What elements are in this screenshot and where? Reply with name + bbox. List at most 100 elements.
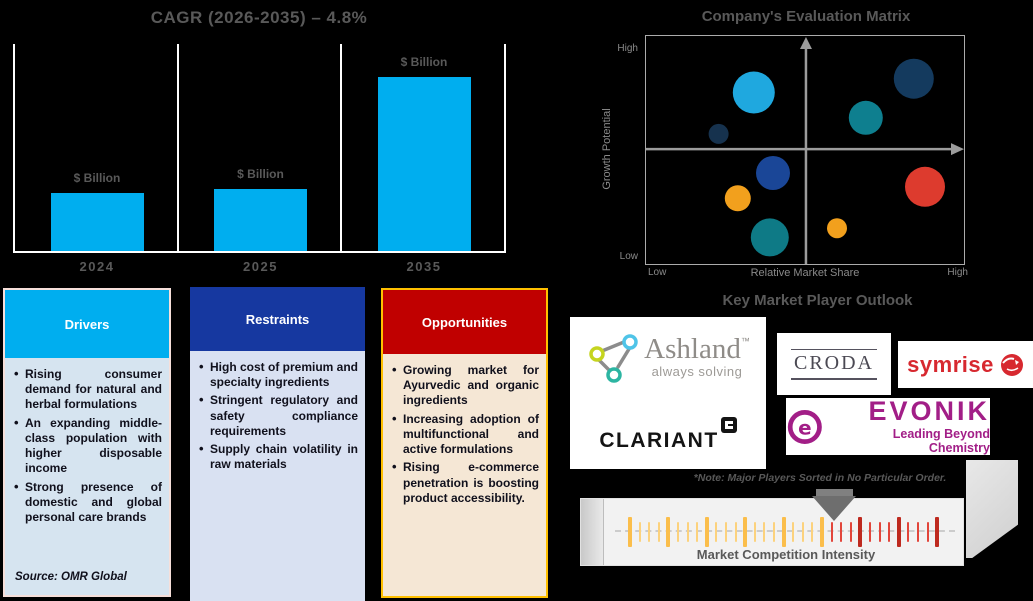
yellow-intensity-tick (820, 517, 824, 547)
restraints-body: High cost of premium and specialty ingre… (190, 351, 365, 473)
ashland-triangle-icon (589, 334, 638, 383)
ashland-tagline: always solving (651, 364, 743, 379)
red-intensity-tick (935, 517, 940, 547)
red-intensity-tick (869, 522, 871, 542)
plot-border (645, 35, 965, 265)
yellow-intensity-tick (753, 522, 756, 542)
drivers-body: Rising consumer demand for natural and h… (5, 358, 169, 525)
x-axis-title: Relative Market Share (750, 267, 860, 279)
opportunities-item: Rising e-commerce penetration is boostin… (392, 459, 539, 506)
evonik-name: EVONIK (868, 396, 990, 426)
company-bubble-5 (756, 156, 790, 190)
yellow-intensity-tick (628, 517, 632, 547)
drivers-list: Rising consumer demand for natural and h… (12, 366, 162, 526)
bar-value-label: $ Billion (237, 167, 284, 181)
yellow-intensity-tick (792, 522, 795, 542)
trademark-symbol: ™ (740, 336, 750, 346)
yellow-intensity-tick (638, 522, 641, 542)
yellow-intensity-tick (743, 517, 748, 547)
restraints-item: Supply chain volatility in raw materials (199, 441, 358, 472)
yellow-intensity-tick (801, 522, 804, 542)
y-axis-low-label: Low (619, 251, 638, 262)
evonik-card: e EVONIK Leading Beyond Chemistry (786, 398, 990, 455)
yellow-intensity-tick (725, 522, 727, 542)
restraints-item: High cost of premium and specialty ingre… (199, 359, 358, 390)
yellow-intensity-tick (734, 522, 737, 542)
svg-text:e: e (798, 416, 811, 439)
y-axis-high-label: High (617, 43, 638, 54)
company-bubble-7 (750, 218, 789, 257)
company-bubble-9 (905, 166, 945, 207)
opportunities-item: Increasing adoption of multifunctional a… (392, 411, 539, 458)
ashland-clariant-card: Ashland™ always solving CLARIANT (570, 317, 766, 469)
red-intensity-tick (917, 522, 919, 542)
red-intensity-tick (830, 522, 833, 542)
bar-category-label: 2024 (79, 259, 115, 274)
bar-value-label: $ Billion (400, 55, 448, 69)
clariant-logo: CLARIANT (570, 417, 766, 453)
bar-2024 (50, 193, 144, 251)
evaluation-matrix-plot (645, 35, 965, 265)
red-intensity-tick (926, 522, 929, 542)
evonik-text: EVONIK Leading Beyond Chemistry (830, 396, 990, 456)
red-intensity-tick (896, 517, 901, 547)
clariant-name: CLARIANT (599, 429, 719, 452)
x-axis-high-label: High (947, 267, 968, 278)
symrise-logo: symrise (907, 351, 994, 377)
y-axis-title: Growth Potential (601, 108, 613, 190)
ribbon-end-fold (966, 460, 1018, 558)
competition-gauge (580, 498, 964, 566)
red-intensity-tick (858, 517, 863, 547)
bar-chart-title: CAGR (2026-2035) – 4.8% (150, 8, 368, 27)
company-bubble-6 (724, 185, 751, 212)
yellow-intensity-tick (677, 522, 679, 542)
chart-divider (340, 44, 342, 251)
yellow-intensity-tick (704, 517, 709, 547)
croda-logo: CRODA (790, 348, 877, 380)
symrise-globe-icon (1000, 353, 1023, 376)
drivers-item: An expanding middle-class population wit… (14, 415, 162, 477)
yellow-intensity-tick (666, 517, 671, 547)
gauge-pointer-bar (816, 489, 853, 496)
yellow-intensity-tick (763, 522, 766, 542)
drivers-header: Drivers (5, 290, 169, 358)
red-intensity-tick (849, 522, 852, 542)
yellow-intensity-tick (686, 522, 689, 542)
restraints-header: Restraints (190, 287, 365, 351)
opportunities-body: Growing market for Ayurvedic and organic… (383, 354, 546, 506)
company-bubble-3 (893, 58, 934, 99)
ashland-logo: Ashland™ always solving (570, 317, 766, 383)
bar-category-label: 2025 (243, 259, 278, 274)
yellow-intensity-tick (715, 522, 718, 542)
clariant-c-icon (720, 417, 737, 438)
company-bubble-2 (708, 123, 729, 144)
y-axis-arrow-icon (799, 37, 812, 49)
bar-chart-plot: $ Billion 2024 $ Billion 2025 $ Billion 2035 (13, 44, 506, 274)
source-note: Source: OMR Global (15, 571, 127, 583)
bar-value-label: $ Billion (73, 171, 121, 185)
restraints-box: Restraints High cost of premium and spec… (190, 287, 365, 601)
yellow-intensity-tick (648, 522, 651, 542)
company-bubble-1 (732, 71, 775, 114)
yellow-intensity-tick (811, 522, 814, 542)
opportunities-item: Growing market for Ayurvedic and organic… (392, 362, 539, 409)
company-bubble-4 (848, 100, 883, 135)
symrise-card: symrise (898, 341, 1033, 388)
yellow-intensity-tick (781, 517, 786, 547)
yellow-intensity-tick (773, 522, 775, 542)
gauge-pointer-icon (812, 496, 856, 521)
evonik-tagline: Leading Beyond Chemistry (892, 427, 990, 455)
players-note: *Note: Major Players Sorted in No Partic… (693, 472, 947, 484)
evaluation-matrix-title: Company's Evaluation Matrix (701, 8, 911, 25)
opportunities-box: Opportunities Growing market for Ayurved… (381, 288, 548, 598)
restraints-item: Stringent regulatory and safety complian… (199, 392, 358, 439)
bar-2035 (377, 77, 471, 251)
chart-divider (177, 44, 179, 251)
drivers-item: Strong presence of domestic and global p… (14, 479, 162, 526)
bar-category-label: 2035 (406, 259, 442, 274)
opportunities-list: Growing market for Ayurvedic and organic… (390, 362, 539, 506)
yellow-intensity-tick (657, 522, 660, 542)
drivers-item: Rising consumer demand for natural and h… (14, 366, 162, 413)
key-market-player-title: Key Market Player Outlook (722, 292, 913, 309)
